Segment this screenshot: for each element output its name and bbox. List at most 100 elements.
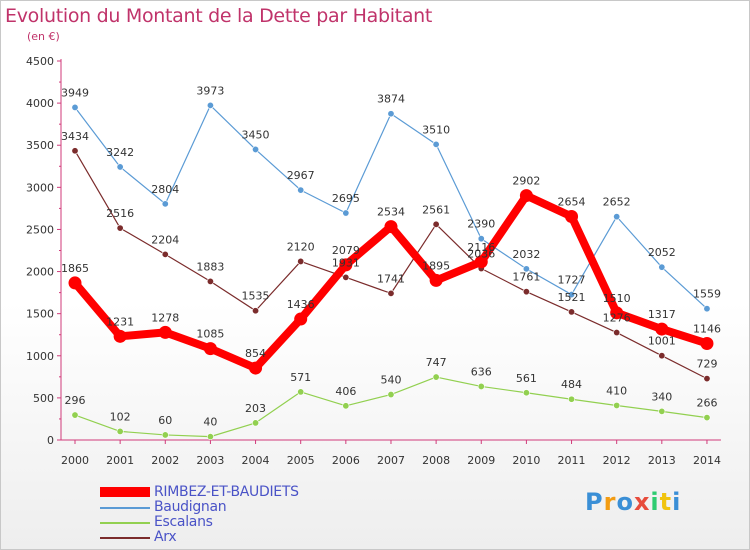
x-tick-label: 2010 <box>512 454 540 467</box>
data-point <box>158 325 172 339</box>
x-tick-label: 2000 <box>61 454 89 467</box>
y-tick-label: 0 <box>47 434 54 447</box>
logo-letter: i <box>650 488 660 516</box>
y-tick-label: 500 <box>33 392 54 405</box>
data-label: 1761 <box>512 271 540 284</box>
data-label: 2534 <box>377 206 405 219</box>
data-label: 3973 <box>196 84 224 97</box>
data-label: 340 <box>651 390 672 403</box>
data-point <box>522 265 530 273</box>
data-label: 60 <box>158 414 172 427</box>
y-tick-label: 2500 <box>26 223 54 236</box>
data-point <box>68 276 82 290</box>
data-label: 1865 <box>61 262 89 275</box>
data-point <box>71 411 79 419</box>
data-point <box>703 305 711 313</box>
data-point <box>116 427 124 435</box>
data-point <box>384 220 398 234</box>
y-tick-label: 4500 <box>26 55 54 68</box>
data-point <box>297 186 305 194</box>
data-point <box>703 375 711 383</box>
data-point <box>342 402 350 410</box>
data-point <box>249 361 263 375</box>
data-label: 1727 <box>558 274 586 287</box>
data-point <box>161 200 169 208</box>
data-point <box>294 312 308 326</box>
data-point <box>116 163 124 171</box>
data-point <box>658 352 666 360</box>
legend-label: Arx <box>154 529 177 545</box>
data-label: 1231 <box>106 315 134 328</box>
y-tick-label: 4000 <box>26 97 54 110</box>
data-label: 1535 <box>242 290 270 303</box>
legend-swatch <box>100 507 150 509</box>
logo-letter: x <box>633 488 651 516</box>
data-label: 2804 <box>151 183 179 196</box>
data-label: 1085 <box>196 328 224 341</box>
data-point <box>522 288 530 296</box>
data-label: 2036 <box>467 248 495 261</box>
data-label: 1741 <box>377 272 405 285</box>
data-label: 40 <box>203 416 217 429</box>
data-point <box>613 213 621 221</box>
data-label: 266 <box>696 397 717 410</box>
x-tick-label: 2005 <box>287 454 315 467</box>
data-point <box>658 407 666 415</box>
legend-swatch <box>100 522 150 524</box>
legend-label: Baudignan <box>154 499 227 515</box>
data-label: 2079 <box>332 244 360 257</box>
data-label: 2561 <box>422 203 450 216</box>
data-label: 2052 <box>648 246 676 259</box>
data-label: 2390 <box>467 218 495 231</box>
logo-letter: t <box>659 488 673 516</box>
data-label: 747 <box>426 356 447 369</box>
data-point <box>387 110 395 118</box>
data-point <box>432 140 440 148</box>
data-point <box>252 307 260 315</box>
data-point <box>522 389 530 397</box>
data-label: 1931 <box>332 256 360 269</box>
data-point <box>252 145 260 153</box>
legend-label: RIMBEZ-ET-BAUDIETS <box>154 484 299 500</box>
data-point <box>568 395 576 403</box>
data-label: 540 <box>380 374 401 387</box>
y-tick-label: 2000 <box>26 266 54 279</box>
data-label: 2902 <box>512 175 540 188</box>
data-label: 2116 <box>467 241 495 254</box>
data-point <box>71 103 79 111</box>
data-point <box>477 235 485 243</box>
data-label: 1001 <box>648 335 676 348</box>
data-label: 3434 <box>61 130 89 143</box>
data-label: 1317 <box>648 308 676 321</box>
x-tick-label: 2008 <box>422 454 450 467</box>
data-point <box>342 209 350 217</box>
data-point <box>297 388 305 396</box>
data-point <box>252 419 260 427</box>
data-point <box>203 342 217 356</box>
data-label: 729 <box>696 358 717 371</box>
data-point <box>474 255 488 269</box>
data-point <box>519 189 533 203</box>
data-label: 1895 <box>422 259 450 272</box>
data-label: 2695 <box>332 192 360 205</box>
data-point <box>432 373 440 381</box>
data-point <box>206 277 214 285</box>
y-tick-label: 1000 <box>26 350 54 363</box>
data-point <box>387 391 395 399</box>
data-label: 636 <box>471 365 492 378</box>
data-point <box>565 209 579 223</box>
data-label: 1278 <box>151 311 179 324</box>
data-label: 484 <box>561 378 582 391</box>
legend-swatch <box>100 487 150 497</box>
x-tick-label: 2012 <box>603 454 631 467</box>
data-label: 2120 <box>287 240 315 253</box>
data-label: 1146 <box>693 322 721 335</box>
data-label: 102 <box>110 410 131 423</box>
data-point <box>161 250 169 258</box>
legend-label: Escalans <box>154 514 213 530</box>
data-point <box>339 258 353 272</box>
logo-letter: i <box>672 488 682 516</box>
data-point <box>703 414 711 422</box>
